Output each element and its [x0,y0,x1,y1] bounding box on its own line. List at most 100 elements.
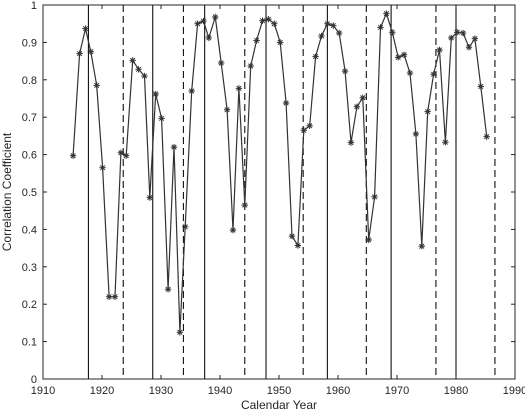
data-point-stroke [318,33,325,39]
data-point-stroke [123,153,129,159]
data-point [176,329,184,336]
data-point [99,164,106,171]
data-point-stroke [454,29,460,35]
data-point-stroke [389,29,395,35]
data-point-stroke [478,83,484,90]
data-point-stroke [348,140,354,146]
data-point-stroke [230,227,236,233]
data-point-stroke [265,16,271,22]
data-point-stroke [70,153,76,159]
data-point-stroke [419,243,425,249]
data-point [217,59,225,67]
data-point [324,20,331,27]
data-point-stroke [330,22,336,29]
data-point [341,67,349,75]
x-tick-label: 1930 [149,385,173,397]
y-axis-ticks: 0 0.1 0.2 0.3 0.4 0.5 0.6 0.7 0.8 0.9 1 [22,0,515,386]
data-point [406,69,414,77]
x-tick-label: 1910 [31,385,55,397]
data-point-stroke [106,294,112,300]
data-point-stroke [283,100,289,106]
data-point-stroke [118,150,124,156]
data-point-stroke [147,194,153,201]
data-point [129,57,136,64]
data-point [276,39,284,46]
data-point-stroke [94,82,100,89]
data-point [135,66,142,73]
data-point-stroke [436,47,443,53]
data-point [330,22,337,29]
data-point [318,32,325,40]
data-point-stroke [425,108,431,115]
data-point [394,54,402,61]
y-tick-label: 0.2 [22,299,37,311]
data-point-stroke [312,53,319,60]
data-point-stroke [324,21,330,27]
data-point [69,152,77,159]
data-point-stroke [130,57,136,63]
data-point [188,87,195,95]
data-point-stroke [371,194,378,200]
data-point [288,232,296,240]
data-point [82,25,89,32]
x-tick-label: 1950 [267,385,291,397]
data-point-stroke [236,85,242,92]
data-point [412,130,420,138]
data-point-stroke [212,14,218,20]
data-point-stroke [135,66,142,72]
data-point [353,103,361,110]
data-point-stroke [165,286,171,292]
data-point-stroke [218,60,224,66]
data-point [294,242,302,249]
data-point [158,115,165,122]
data-point-stroke [194,21,201,27]
data-point-stroke [395,54,401,60]
data-point-stroke [377,24,384,31]
data-point-stroke [289,233,295,239]
data-point [235,85,243,92]
y-tick-label: 0.9 [22,37,37,49]
data-point-stroke [336,30,342,36]
data-point-stroke [171,144,177,150]
data-point [300,127,307,134]
data-point [170,143,178,151]
data-point [477,83,484,90]
data-point [442,139,449,146]
data-point-stroke [82,25,89,32]
data-point-stroke [366,237,372,243]
data-point-stroke [158,115,165,121]
data-point-stroke [88,49,94,55]
data-point-stroke [141,73,148,79]
data-point [122,152,130,159]
data-point [448,34,455,42]
data-point [111,293,119,300]
x-tick-label: 1960 [326,385,350,397]
data-point-stroke [153,91,159,97]
data-point [259,17,266,24]
data-point [383,10,390,17]
data-point [371,193,378,201]
data-point-stroke [242,202,248,208]
x-tick-label: 1990 [503,385,525,397]
x-axis-label: Calendar Year [241,398,317,412]
data-point [229,226,237,234]
data-point-stroke [413,131,419,137]
data-point [430,70,437,78]
data-point [241,201,248,209]
data-point-stroke [401,52,407,58]
data-point-stroke [277,39,283,46]
data-point-stroke [307,123,313,129]
x-tick-label: 1970 [385,385,409,397]
data-point [347,139,355,146]
data-point-stroke [177,329,183,335]
data-point [359,94,366,101]
data-point [87,48,94,55]
data-point-stroke [442,139,448,145]
data-point-stroke [76,51,83,57]
data-point [306,122,313,130]
data-point-stroke [253,37,260,44]
data-point-stroke [224,107,230,113]
data-point-stroke [248,63,254,69]
data-point [312,53,319,60]
data-point-stroke [182,224,188,230]
